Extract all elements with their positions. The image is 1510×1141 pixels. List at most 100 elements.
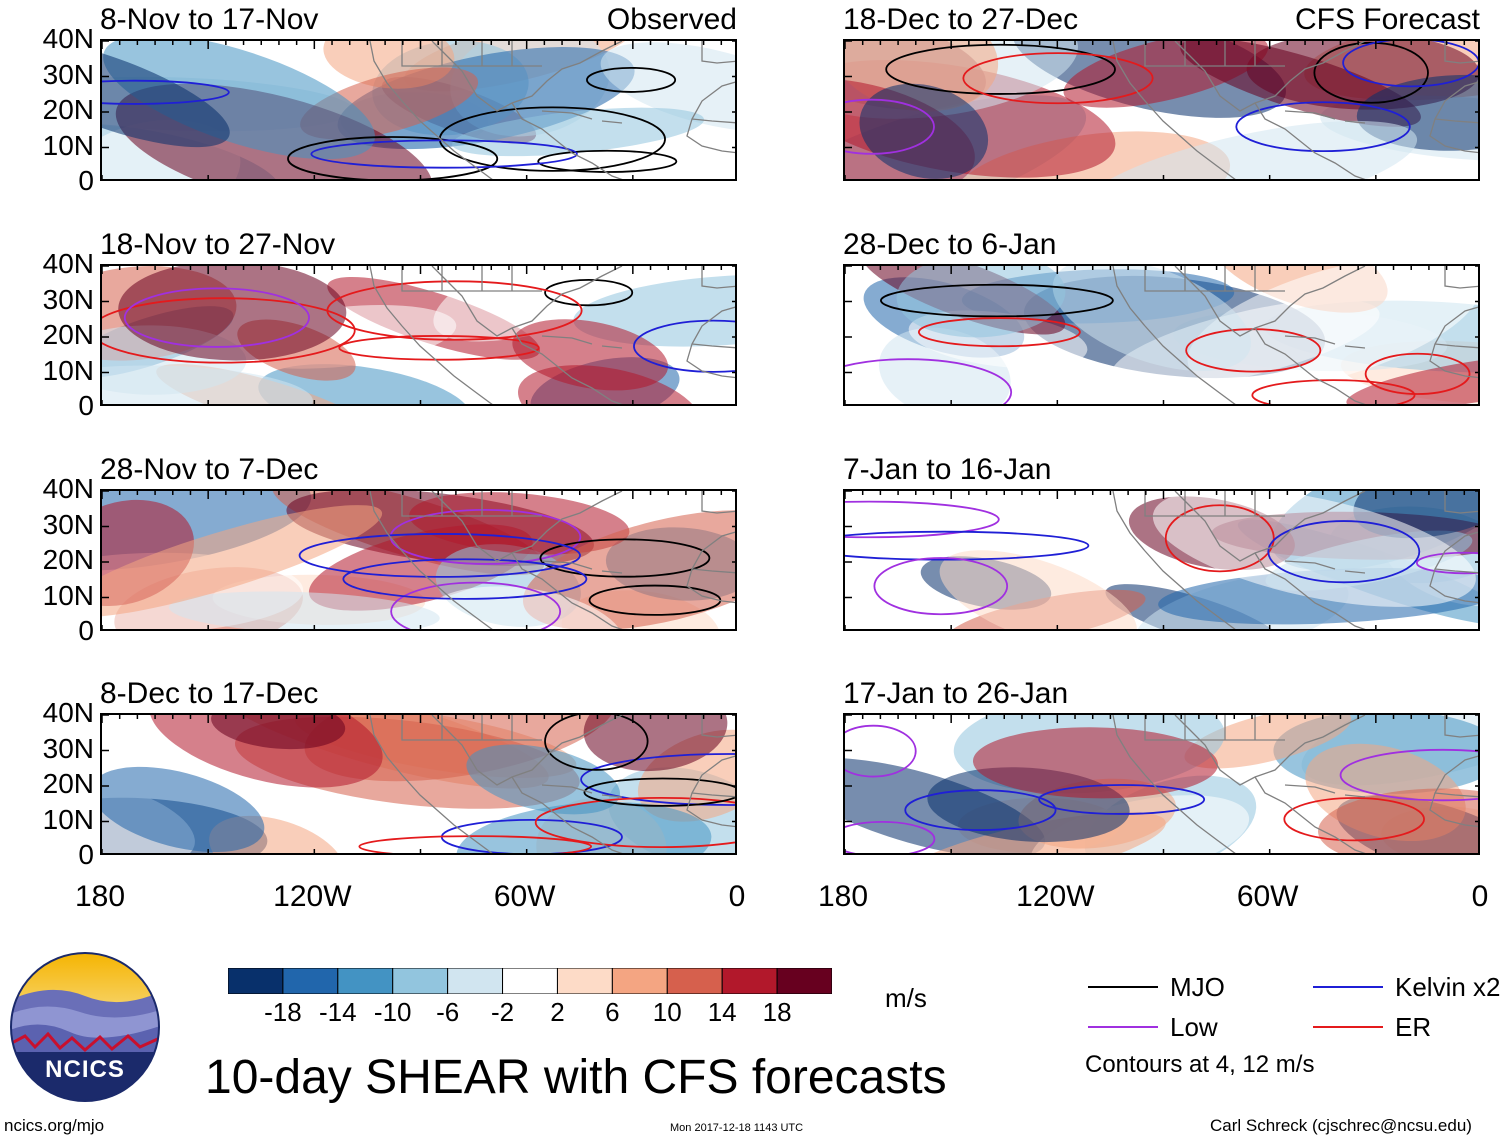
africa-borders <box>691 491 735 574</box>
africa-coast <box>686 531 735 604</box>
borders <box>401 41 542 67</box>
africa-borders <box>1434 715 1478 798</box>
borders <box>1144 491 1285 517</box>
contour-line <box>845 724 917 778</box>
africa-coast <box>686 755 735 828</box>
contour-line <box>1415 551 1478 575</box>
contour-line <box>962 52 1154 105</box>
ticks <box>845 715 1478 853</box>
shear-field <box>102 41 735 179</box>
colorbar-tick-label: -14 <box>319 997 357 1027</box>
lat-tick-label: 10N <box>42 579 94 611</box>
contour-line <box>845 98 935 155</box>
central-america-coast <box>511 327 623 404</box>
africa-coast <box>1429 306 1478 379</box>
gulf-coast <box>1174 491 1366 562</box>
africa-coast <box>1429 755 1478 828</box>
contour-line <box>539 538 711 578</box>
lon-tick-label: 120W <box>273 880 352 913</box>
contour-line <box>1283 797 1425 842</box>
lat-tick-label: 40N <box>42 248 94 279</box>
shear-field <box>102 491 735 629</box>
lon-tick-label: 60W <box>493 880 556 913</box>
contour-line <box>845 500 1000 539</box>
site-link[interactable]: ncics.org/mjo <box>4 1116 105 1135</box>
shear-blob <box>103 41 375 160</box>
units-label: m/s <box>885 983 927 1013</box>
shear-blob <box>258 364 472 404</box>
shear-blob <box>1187 266 1478 390</box>
contour-line <box>544 279 634 307</box>
contour-line <box>287 136 499 179</box>
gulf-coast <box>431 41 623 112</box>
ticks <box>102 266 735 404</box>
panel-title: 8-Dec to 17-Dec <box>100 677 319 710</box>
ticks <box>845 266 1478 404</box>
map-svg <box>845 266 1478 404</box>
shear-blob <box>962 491 1161 572</box>
central-america-coast <box>1254 327 1366 404</box>
caribbean-islands <box>1284 784 1366 798</box>
borders <box>401 491 542 517</box>
shear-blob <box>102 41 230 148</box>
lat-tick-label: 30N <box>42 283 94 315</box>
shear-blob <box>1318 788 1478 853</box>
legend-swatch <box>1088 986 1158 988</box>
colorbar-tick-label: -6 <box>436 997 460 1027</box>
panel-tag: Observed <box>606 3 737 36</box>
lat-tick-label: 10N <box>42 354 94 386</box>
map-svg <box>845 41 1478 179</box>
colorbar-bin <box>721 967 778 995</box>
shear-blob <box>583 715 728 772</box>
africa-borders <box>1434 41 1478 124</box>
central-america-coast <box>511 552 623 629</box>
caribbean-islands <box>541 560 623 574</box>
colorbar-bin <box>392 967 449 995</box>
panel-title: 8-Nov to 17-Nov <box>100 3 319 36</box>
caribbean-islands <box>1284 560 1366 574</box>
americas-coast <box>1112 491 1236 629</box>
contour-line <box>873 557 1009 616</box>
shear-blob <box>168 591 440 629</box>
lat-tick-label: 10N <box>42 803 94 835</box>
africa-coast <box>1429 81 1478 154</box>
lat-tick-label: 0 <box>78 390 94 421</box>
contour-line <box>338 335 540 361</box>
colorbar-tick-label: 6 <box>605 997 620 1027</box>
contour-line <box>1251 379 1416 404</box>
contour-line <box>917 317 1081 348</box>
americas-coast <box>1112 715 1236 853</box>
legend-label: MJO <box>1170 972 1225 1002</box>
lon-tick-label: 0 <box>1471 880 1489 913</box>
contour-line <box>845 530 1090 561</box>
contour-line <box>544 715 649 771</box>
contour-line <box>310 139 578 169</box>
author: Carl Schreck (cjschrec@ncsu.edu) <box>1210 1116 1472 1135</box>
contour-line <box>1267 520 1421 584</box>
coastlines <box>369 491 735 629</box>
borders <box>401 715 542 741</box>
map-panel <box>100 713 737 855</box>
shear-blob <box>845 41 999 112</box>
contour-line <box>390 581 562 629</box>
lat-tick-label: 30N <box>42 732 94 764</box>
shear-blob <box>522 510 735 629</box>
contour-line <box>1342 41 1478 88</box>
caribbean-islands <box>541 784 623 798</box>
lon-tick-label: 60W <box>1236 880 1299 913</box>
colorbar-tick-label: -18 <box>264 997 302 1027</box>
colorbar-bin <box>447 967 504 995</box>
africa-coast <box>686 81 735 154</box>
contour-line <box>1364 352 1471 395</box>
map-svg <box>102 715 735 853</box>
chart-title: 10-day SHEAR with CFS forecasts <box>205 1051 947 1104</box>
legend-label: Low <box>1170 1012 1218 1042</box>
map-panel <box>100 264 737 406</box>
shear-blob <box>939 550 1137 629</box>
panel-title: 18-Dec to 27-Dec <box>843 3 1079 36</box>
caribbean-islands <box>541 335 623 349</box>
contour-line <box>534 797 735 849</box>
central-america-coast <box>1254 102 1366 179</box>
ticks <box>102 491 735 629</box>
contour-line <box>885 43 1116 95</box>
